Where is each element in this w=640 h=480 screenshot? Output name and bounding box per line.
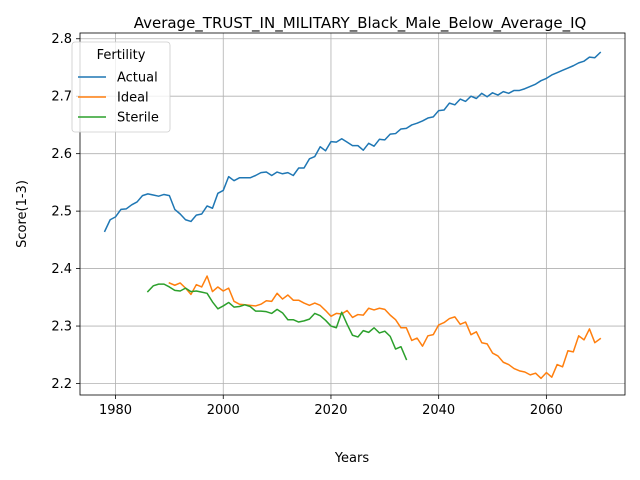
series-line-actual: [103, 51, 602, 233]
x-tick-label: 2000: [207, 403, 240, 418]
grid: [80, 33, 625, 395]
legend-label-ideal: Ideal: [117, 91, 149, 106]
y-tick-label: 2.2: [51, 377, 72, 392]
series-line-ideal: [168, 275, 602, 380]
chart-title: Average_TRUST_IN_MILITARY_Black_Male_Bel…: [134, 14, 587, 33]
legend-title: Fertility: [97, 48, 146, 63]
plot-area-frame: [79, 32, 626, 396]
y-tick-label: 2.4: [51, 262, 72, 277]
y-tick-label: 2.6: [51, 147, 72, 162]
y-tick-label: 2.8: [51, 32, 72, 47]
legend: Fertility Actual Ideal Sterile: [71, 41, 171, 133]
y-tick-label: 2.3: [51, 320, 72, 335]
plot-series: [103, 51, 602, 380]
legend-label-sterile: Sterile: [117, 111, 159, 126]
series-line-sterile: [146, 283, 408, 361]
y-axis: 2.2 2.3 2.4 2.5 2.6 2.7 2.8: [51, 32, 80, 392]
y-tick-label: 2.7: [51, 90, 72, 105]
x-axis-title: Years: [334, 451, 370, 466]
x-axis: 1980 2000 2020 2040 2060: [99, 395, 563, 418]
y-tick-label: 2.5: [51, 205, 72, 220]
x-tick-label: 2020: [314, 403, 347, 418]
legend-box: [71, 41, 171, 133]
x-tick-label: 1980: [99, 403, 132, 418]
y-axis-title: Score(1-3): [15, 180, 30, 248]
legend-label-actual: Actual: [117, 71, 158, 86]
x-tick-label: 2060: [530, 403, 563, 418]
x-tick-label: 2040: [422, 403, 455, 418]
